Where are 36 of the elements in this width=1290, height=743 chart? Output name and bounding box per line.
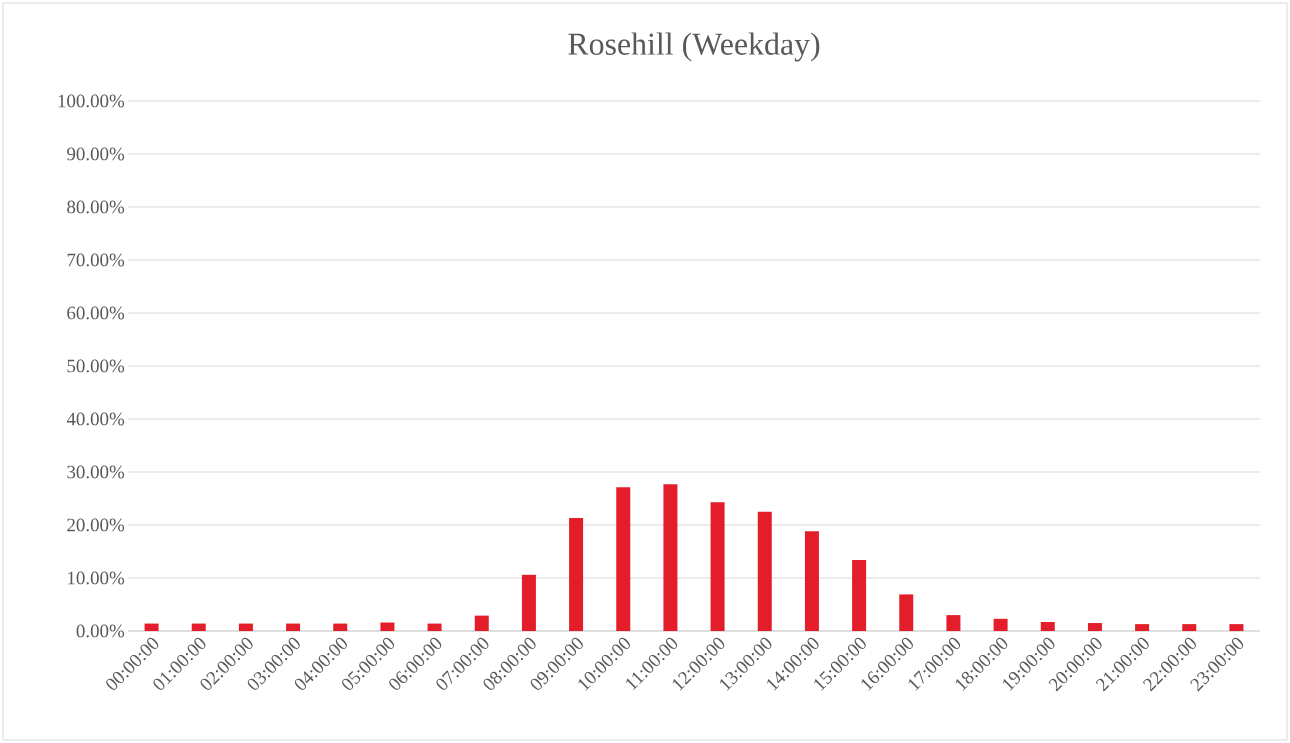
bar <box>427 623 442 631</box>
bar <box>946 615 961 631</box>
bar <box>1135 624 1150 631</box>
y-tick-label: 50.00% <box>67 359 125 373</box>
bar <box>899 594 914 631</box>
chart-title: Rosehill (Weekday) <box>568 32 820 62</box>
y-tick-label: 70.00% <box>67 253 125 267</box>
bar <box>333 623 348 631</box>
bar <box>993 618 1008 631</box>
bar <box>852 559 867 631</box>
y-tick-label: 90.00% <box>67 147 125 161</box>
bar <box>616 487 631 631</box>
bar <box>286 623 301 631</box>
bar <box>1040 621 1055 631</box>
y-tick-label: 80.00% <box>67 200 125 214</box>
y-tick-label: 40.00% <box>66 412 125 426</box>
bar <box>1182 624 1197 631</box>
y-tick-label: 100.00% <box>58 94 125 108</box>
bar <box>804 531 819 631</box>
bar <box>710 502 725 631</box>
bar <box>191 623 206 631</box>
bar <box>1087 623 1102 631</box>
y-tick-label: 60.00% <box>67 306 125 320</box>
bar <box>757 511 772 631</box>
bar <box>474 615 489 631</box>
y-tick-label: 10.00% <box>68 571 125 585</box>
bar <box>238 623 253 631</box>
bar <box>144 623 159 631</box>
y-tick-label: 20.00% <box>67 518 125 532</box>
bar <box>380 622 395 631</box>
y-tick-label: 30.00% <box>67 465 125 479</box>
y-tick-label: 0.00% <box>76 624 125 638</box>
bar <box>1229 624 1244 631</box>
bar <box>663 484 678 631</box>
bar <box>569 518 584 631</box>
bar <box>521 574 536 631</box>
